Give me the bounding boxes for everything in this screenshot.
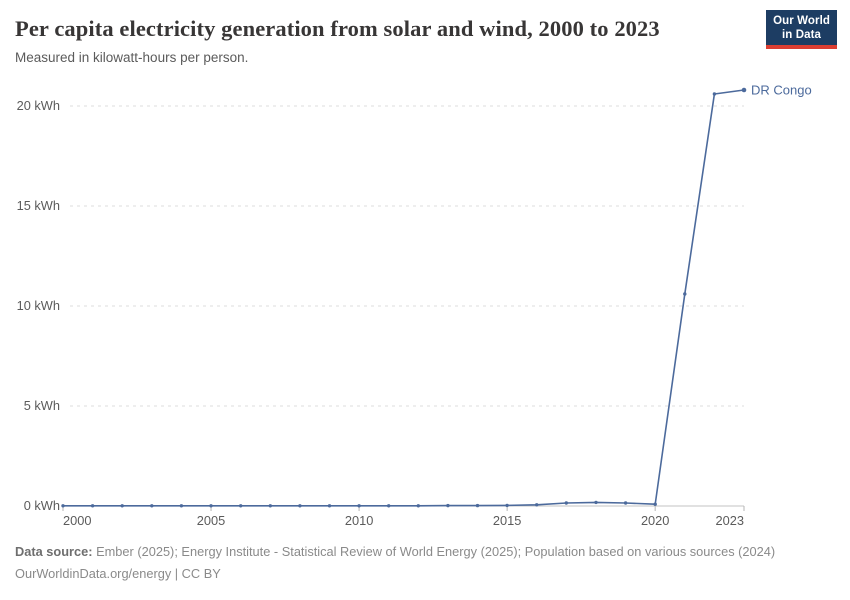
data-point[interactable] [741,87,747,93]
data-point[interactable] [387,504,391,508]
data-point[interactable] [712,92,717,96]
data-source-text: Ember (2025); Energy Institute - Statist… [92,544,776,559]
x-axis-tick-label: 2000 [63,513,91,528]
data-point[interactable] [564,501,568,505]
data-point[interactable] [90,504,95,508]
data-point[interactable] [327,504,332,508]
grid-layer: 0 kWh 5 kWh 10 kWh 15 kWh 20 kWh [17,98,744,513]
data-point[interactable] [179,504,184,508]
line-chart-canvas[interactable]: 0 kWh 5 kWh 10 kWh 15 kWh 20 kWh 2000 2005 201… [0,0,850,540]
data-point[interactable] [416,504,420,508]
data-point[interactable] [683,292,687,296]
data-point[interactable] [535,503,539,507]
series-entity-label[interactable]: DR Congo [751,83,812,98]
data-point[interactable] [61,504,65,508]
owid-logo-text-line1: Our World [773,15,830,27]
data-point[interactable] [446,503,450,508]
x-axis-tick-label: 2023 [716,513,744,528]
data-point[interactable] [298,504,302,508]
x-axis-tick-label: 2010 [345,513,373,528]
x-axis-tick-label: 2020 [641,513,669,528]
data-point[interactable] [239,504,243,508]
y-axis-tick-label: 5 kWh [24,398,60,413]
data-series-layer [61,87,747,508]
data-point[interactable] [150,504,154,508]
y-axis-tick-label: 20 kWh [17,98,60,113]
data-point[interactable] [505,503,509,508]
data-point[interactable] [209,504,213,508]
chart-footer: Data source: Ember (2025); Energy Instit… [15,541,835,585]
data-point[interactable] [475,503,480,508]
chart-title: Per capita electricity generation from s… [15,16,660,41]
data-source-line: Data source: Ember (2025); Energy Instit… [15,541,835,563]
owid-logo-text-line2: in Data [782,28,822,41]
data-point[interactable] [594,500,598,505]
owid-logo[interactable]: Our World in Data [766,10,837,49]
y-axis-tick-label: 15 kWh [17,198,60,213]
data-point[interactable] [268,504,272,508]
series-label-layer: DR Congo [751,83,812,98]
data-point[interactable] [357,504,361,508]
x-axis-tick-label: 2005 [197,513,225,528]
data-line[interactable] [62,89,745,507]
data-point[interactable] [120,504,124,508]
y-axis-tick-label: 10 kWh [17,298,60,313]
x-axis-tick-label: 2015 [493,513,521,528]
data-source-label: Data source: [15,544,93,559]
chart-subtitle: Measured in kilowatt-hours per person. [15,50,249,65]
license-line: OurWorldinData.org/energy | CC BY [15,566,221,581]
data-point[interactable] [623,501,628,505]
x-axis: 2000 2005 2010 2015 2020 2023 [62,505,745,528]
data-point[interactable] [653,502,657,506]
y-axis-tick-label: 0 kWh [24,498,60,513]
